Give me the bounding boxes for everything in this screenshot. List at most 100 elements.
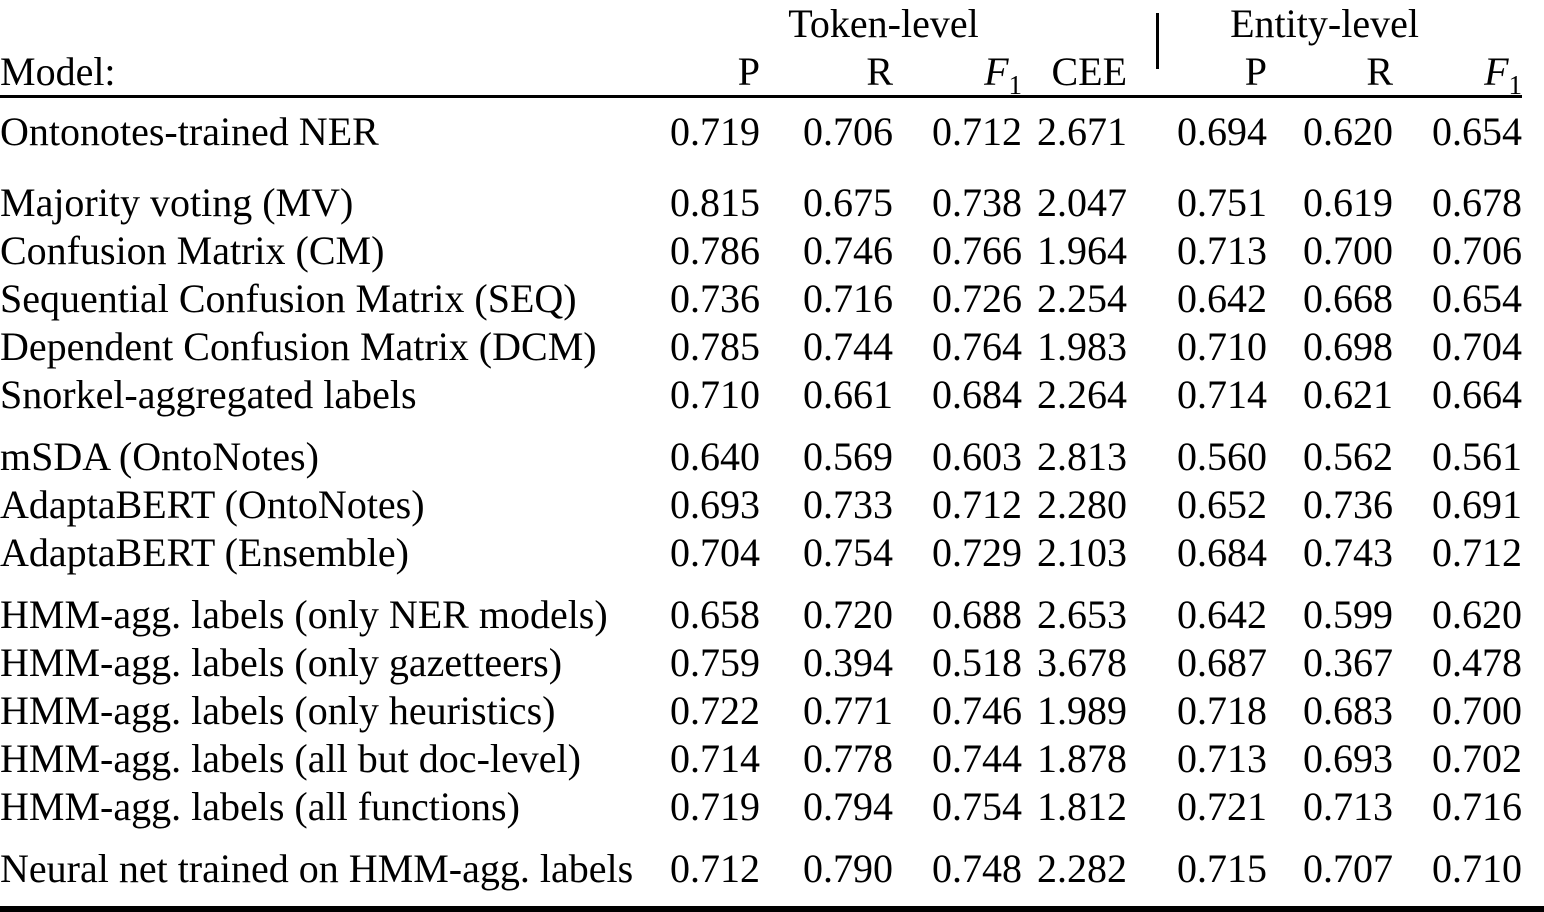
table-row: mSDA (OntoNotes) 0.640 0.569 0.603 2.813 0.56… bbox=[0, 433, 1522, 481]
model-cell: HMM-agg. labels (only gazetteers) bbox=[0, 640, 563, 685]
group-spacer bbox=[0, 419, 1522, 433]
metric-cell: 0.652 bbox=[1177, 482, 1268, 527]
table-row: AdaptaBERT (Ensemble) 0.704 0.754 0.729 2.10… bbox=[0, 529, 1522, 577]
model-cell: Neural net trained on HMM-agg. labels bbox=[0, 846, 634, 891]
table-row: AdaptaBERT (OntoNotes) 0.693 0.733 0.712 2.2… bbox=[0, 481, 1522, 529]
table-row: HMM-agg. labels (only gazetteers) 0.759 0.… bbox=[0, 639, 1522, 687]
metric-cell: 0.764 bbox=[932, 324, 1022, 369]
metric-cell: 0.710 bbox=[1432, 846, 1523, 891]
metric-cell: 0.562 bbox=[1303, 434, 1394, 479]
col-header-token-precision: P bbox=[737, 48, 760, 94]
metric-cell: 0.759 bbox=[670, 640, 760, 685]
metric-cell: 2.254 bbox=[1037, 276, 1128, 321]
metric-cell: 0.712 bbox=[932, 482, 1022, 527]
metric-cell: 3.678 bbox=[1037, 640, 1128, 685]
metric-cell-best: 1.812 bbox=[1037, 784, 1128, 829]
table-row: Neural net trained on HMM-agg. labels 0.7… bbox=[0, 845, 1522, 893]
metric-cell: 0.620 bbox=[1303, 108, 1394, 154]
metric-cell: 0.719 bbox=[670, 108, 760, 154]
metric-cell: 0.694 bbox=[1177, 108, 1268, 154]
metric-cell-best: 0.743 bbox=[1303, 530, 1394, 575]
col-header-entity-f1: F1 bbox=[1393, 47, 1523, 100]
group-header-empty-cell bbox=[0, 0, 640, 47]
metric-cell: 0.683 bbox=[1303, 688, 1394, 733]
table-row: Confusion Matrix (CM) 0.786 0.746 0.766 1.96… bbox=[0, 227, 1522, 275]
table-body: Ontonotes-trained NER 0.719 0.706 0.712 2.67… bbox=[0, 97, 1522, 893]
metric-cell: 1.989 bbox=[1037, 688, 1128, 733]
col-header-token-f1: F1 bbox=[893, 47, 1023, 100]
model-cell: HMM-agg. labels (only NER models) bbox=[0, 592, 608, 637]
metric-cell: 0.754 bbox=[932, 784, 1022, 829]
table-row: Dependent Confusion Matrix (DCM) 0.785 0.7… bbox=[0, 323, 1522, 371]
metric-cell: 0.654 bbox=[1432, 276, 1523, 321]
metric-cell: 0.712 bbox=[932, 108, 1022, 154]
metric-cell: 0.658 bbox=[670, 592, 760, 637]
metric-cell-best: 0.794 bbox=[803, 784, 893, 829]
f1-subscript: 1 bbox=[1008, 69, 1023, 100]
metric-cell: 0.713 bbox=[1177, 228, 1268, 273]
model-cell: Confusion Matrix (CM) bbox=[0, 228, 385, 273]
metric-cell: 0.702 bbox=[1432, 736, 1523, 781]
metric-cell: 0.707 bbox=[1303, 846, 1394, 891]
metric-cell: 0.715 bbox=[1177, 846, 1268, 891]
metric-cell: 0.712 bbox=[1432, 530, 1523, 575]
table-row: Ontonotes-trained NER 0.719 0.706 0.712 2.67… bbox=[0, 97, 1522, 165]
metric-cell: 0.785 bbox=[670, 324, 760, 369]
model-cell: AdaptaBERT (Ensemble) bbox=[0, 530, 409, 575]
metric-cell: 0.668 bbox=[1303, 276, 1394, 321]
metric-cell: 2.671 bbox=[1037, 108, 1128, 154]
metric-cell: 1.983 bbox=[1037, 324, 1128, 369]
metric-cell: 0.738 bbox=[932, 180, 1022, 225]
model-cell: AdaptaBERT (OntoNotes) bbox=[0, 482, 425, 527]
metric-cell: 0.736 bbox=[670, 276, 760, 321]
model-cell: HMM-agg. labels (only heuristics) bbox=[0, 688, 556, 733]
metric-cell: 0.719 bbox=[670, 784, 760, 829]
table-row: HMM-agg. labels (only NER models) 0.658 0.… bbox=[0, 591, 1522, 639]
column-header-row: Model: P R F1 CEE P R F1 bbox=[0, 47, 1523, 100]
col-header-token-recall: R bbox=[866, 48, 893, 94]
f1-subscript: 1 bbox=[1508, 69, 1523, 100]
table-header: Token-level Entity-level Model: P R F1 C… bbox=[0, 0, 1523, 100]
entity-level-group-header: Entity-level bbox=[1230, 1, 1419, 46]
metric-cell: 0.746 bbox=[803, 228, 893, 273]
metric-cell: 0.704 bbox=[1432, 324, 1523, 369]
metric-cell: 0.654 bbox=[1432, 108, 1523, 154]
group-spacer bbox=[0, 831, 1522, 845]
metric-cell: 0.736 bbox=[1303, 482, 1394, 527]
metric-cell: 0.678 bbox=[1432, 180, 1523, 225]
metric-cell: 0.700 bbox=[1303, 228, 1394, 273]
metric-cell: 0.710 bbox=[1177, 324, 1268, 369]
table-row: Sequential Confusion Matrix (SEQ) 0.736 0.… bbox=[0, 275, 1522, 323]
metric-cell: 0.569 bbox=[803, 434, 893, 479]
metric-cell: 0.684 bbox=[932, 372, 1022, 417]
metric-cell: 0.754 bbox=[803, 530, 893, 575]
metric-cell: 0.720 bbox=[803, 592, 893, 637]
group-spacer-cell bbox=[0, 831, 1522, 845]
metric-cell: 0.722 bbox=[670, 688, 760, 733]
model-cell: HMM-agg. labels (all but doc-level) bbox=[0, 736, 581, 781]
metric-cell: 0.684 bbox=[1177, 530, 1268, 575]
metric-cell: 0.560 bbox=[1177, 434, 1268, 479]
metric-cell: 0.733 bbox=[803, 482, 893, 527]
metric-cell: 0.642 bbox=[1177, 276, 1268, 321]
group-spacer bbox=[0, 165, 1522, 179]
metric-cell: 0.518 bbox=[932, 640, 1022, 685]
metric-cell: 0.714 bbox=[1177, 372, 1268, 417]
group-spacer bbox=[0, 577, 1522, 591]
metric-cell: 0.790 bbox=[803, 846, 893, 891]
metric-cell: 0.561 bbox=[1432, 434, 1523, 479]
token-level-group-header: Token-level bbox=[788, 1, 979, 46]
group-spacer-cell bbox=[0, 165, 1522, 179]
model-column-header: Model: bbox=[0, 48, 116, 94]
model-cell: Majority voting (MV) bbox=[0, 180, 354, 225]
metric-cell: 0.621 bbox=[1303, 372, 1394, 417]
group-spacer-cell bbox=[0, 419, 1522, 433]
metric-cell: 2.103 bbox=[1037, 530, 1128, 575]
table-bottom-rule bbox=[0, 905, 1544, 912]
col-header-entity-recall: R bbox=[1366, 48, 1394, 94]
metric-cell: 0.688 bbox=[932, 592, 1022, 637]
metric-cell-best: 0.751 bbox=[1177, 180, 1268, 225]
metric-cell: 2.047 bbox=[1037, 180, 1128, 225]
metric-cell: 2.813 bbox=[1037, 434, 1128, 479]
